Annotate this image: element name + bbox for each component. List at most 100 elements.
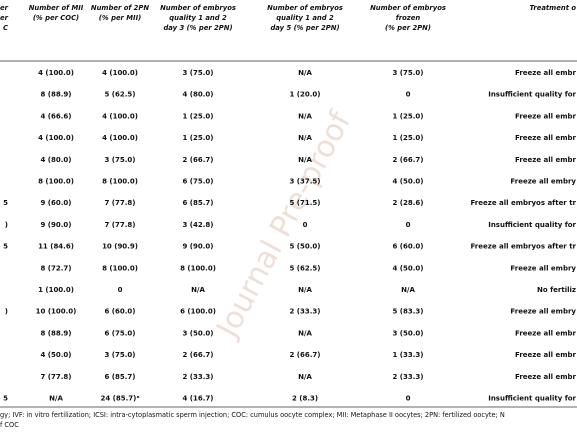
table-cell: 1 (25.0) bbox=[393, 134, 424, 142]
table-cell: N/A bbox=[298, 156, 312, 164]
table-cell: 4 (100.0) bbox=[102, 69, 138, 77]
table-cell: 4 (16.7) bbox=[183, 395, 214, 403]
column-header: Treatment o bbox=[529, 4, 576, 12]
column-header: Number of embryos bbox=[370, 4, 446, 12]
table-cell: Freeze all embryos after tr bbox=[470, 199, 576, 207]
table-cell: 24 (85.7)ᵃ bbox=[100, 395, 139, 403]
table-cell: 2 (33.3) bbox=[183, 373, 214, 381]
table-cell: 4 (50.0) bbox=[41, 351, 72, 359]
column-header: Number of embryos bbox=[160, 4, 236, 12]
table-cell: Insufficient quality for bbox=[488, 91, 576, 99]
table-cell: N/A bbox=[401, 286, 415, 294]
table-cell: 6 (100.0) bbox=[180, 308, 216, 316]
table-cell: 4 (50.0) bbox=[393, 264, 424, 272]
table-cell: 4 (100.0) bbox=[102, 112, 138, 120]
table-cell: N/A bbox=[49, 395, 63, 403]
table-cell: 10 (100.0) bbox=[36, 308, 77, 316]
table-cell: 4 (80.0) bbox=[183, 91, 214, 99]
table-cell: Freeze all embry bbox=[510, 178, 576, 186]
table-cell: Freeze all embr bbox=[515, 112, 577, 120]
table-cell: 5 bbox=[3, 395, 8, 403]
table-cell: 3 (75.0) bbox=[105, 156, 136, 164]
table-cell: 3 (42.8) bbox=[183, 221, 214, 229]
table-cell: Freeze all embr bbox=[515, 351, 577, 359]
table-cell: 6 (85.7) bbox=[183, 199, 214, 207]
table-cell: 3 (50.0) bbox=[393, 329, 424, 337]
table-cell: 2 (66.7) bbox=[393, 156, 424, 164]
column-header: (% per bbox=[0, 14, 9, 22]
table-cell: 6 (60.0) bbox=[105, 308, 136, 316]
table-cell: 4 (100.0) bbox=[102, 134, 138, 142]
table-cell: No fertiliz bbox=[537, 286, 576, 294]
table-cell: 6 (85.7) bbox=[105, 373, 136, 381]
table-cell: 4 (66.6) bbox=[41, 112, 72, 120]
table-cell: N/A bbox=[298, 69, 312, 77]
table-cell: N/A bbox=[191, 286, 205, 294]
column-header: C bbox=[3, 24, 8, 32]
table-cell: 0 bbox=[406, 395, 411, 403]
table-cell: 4 (80.0) bbox=[41, 156, 72, 164]
table-cell: 5 (62.5) bbox=[290, 264, 321, 272]
column-header: quality 1 and 2 bbox=[169, 14, 227, 22]
table-cell: 3 (75.0) bbox=[105, 351, 136, 359]
column-header: Number of embryos bbox=[267, 4, 343, 12]
table-cell: 2 (8.3) bbox=[292, 395, 318, 403]
table-cell: 2 (66.7) bbox=[183, 156, 214, 164]
table-cell: 11 (84.6) bbox=[38, 243, 74, 251]
table-cell: 8 (100.0) bbox=[102, 178, 138, 186]
table-cell: 2 (28.6) bbox=[393, 199, 424, 207]
column-header: frozen bbox=[396, 14, 421, 22]
table-cell: 1 (33.3) bbox=[393, 351, 424, 359]
table-cell: 1 (25.0) bbox=[183, 112, 214, 120]
table-cell: Freeze all embry bbox=[510, 308, 576, 316]
table-cell: 2 (33.3) bbox=[290, 308, 321, 316]
column-header: Number of 2PN bbox=[91, 4, 150, 12]
table-cell: 9 (60.0) bbox=[41, 199, 72, 207]
table-cell: 4 (100.0) bbox=[38, 69, 74, 77]
column-header: (% per 2PN) bbox=[385, 24, 431, 32]
table-cell: 4 (100.0) bbox=[38, 134, 74, 142]
table-cell: 8 (72.7) bbox=[41, 264, 72, 272]
table-cell: 1 (25.0) bbox=[183, 134, 214, 142]
table-cell: 3 (37.5) bbox=[290, 178, 321, 186]
table-cell: 8 (88.9) bbox=[41, 329, 72, 337]
table-cell: Insufficient quality for bbox=[488, 221, 576, 229]
table-cell: 5 (50.0) bbox=[290, 243, 321, 251]
table-cell: 1 (25.0) bbox=[393, 112, 424, 120]
table-cell: 8 (100.0) bbox=[102, 264, 138, 272]
footnote: f COC bbox=[0, 421, 19, 429]
table-cell: 6 (75.0) bbox=[105, 329, 136, 337]
table-cell: N/A bbox=[298, 134, 312, 142]
table-cell: N/A bbox=[298, 373, 312, 381]
table-cell: N/A bbox=[298, 112, 312, 120]
column-header: (% per MII) bbox=[99, 14, 141, 22]
table-cell: 0 bbox=[118, 286, 123, 294]
table-cell: 2 (33.3) bbox=[393, 373, 424, 381]
table-cell: 1 (100.0) bbox=[38, 286, 74, 294]
table-cell: 8 (100.0) bbox=[180, 264, 216, 272]
watermark: Journal Pre-proof bbox=[209, 105, 359, 345]
table-cell: Freeze all embr bbox=[515, 69, 577, 77]
table-cell: Freeze all embr bbox=[515, 329, 577, 337]
table-cell: N/A bbox=[298, 329, 312, 337]
table-cell: 9 (90.0) bbox=[183, 243, 214, 251]
table-cell: 6 (75.0) bbox=[183, 178, 214, 186]
table-cell: 2 (66.7) bbox=[183, 351, 214, 359]
column-header: Number of MII bbox=[29, 4, 84, 12]
column-header: day 5 (% per 2PN) bbox=[270, 24, 339, 32]
column-header: quality 1 and 2 bbox=[276, 14, 334, 22]
footnote: gy; IVF: in vitro fertilization; ICSI: i… bbox=[0, 411, 505, 419]
table-cell: 3 (75.0) bbox=[183, 69, 214, 77]
table-cell: 5 (83.3) bbox=[393, 308, 424, 316]
table-cell: Freeze all embryos after tr bbox=[470, 243, 576, 251]
column-header: ber bbox=[0, 4, 9, 12]
table-cell: N/A bbox=[298, 286, 312, 294]
table-cell: 1 (20.0) bbox=[290, 91, 321, 99]
table-cell: Freeze all embr bbox=[515, 156, 577, 164]
table-cell: 5 bbox=[3, 199, 8, 207]
table-cell: 8 (88.9) bbox=[41, 91, 72, 99]
column-header: day 3 (% per 2PN) bbox=[163, 24, 232, 32]
table-cell: 7 (77.8) bbox=[105, 221, 136, 229]
table-cell: 5 (62.5) bbox=[105, 91, 136, 99]
table-cell: Freeze all embr bbox=[515, 373, 577, 381]
